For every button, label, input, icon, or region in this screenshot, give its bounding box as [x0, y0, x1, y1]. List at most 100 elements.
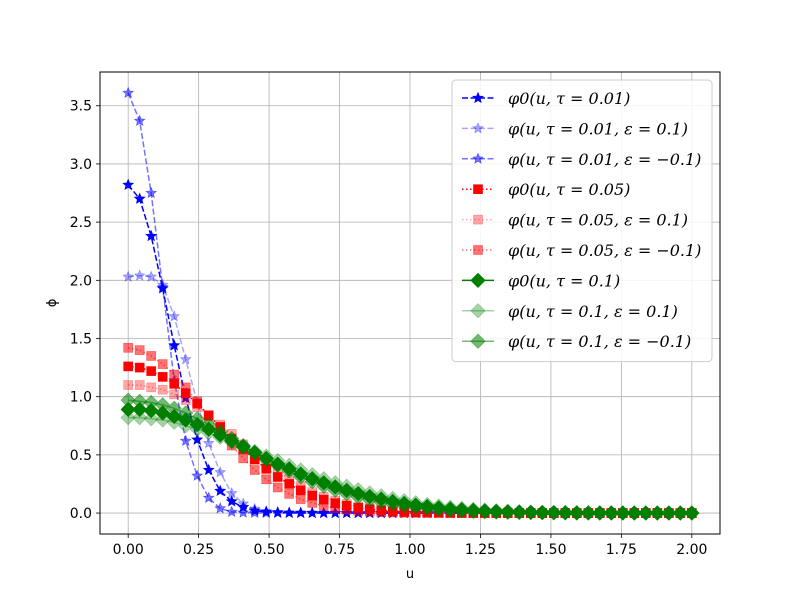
data-point: [133, 114, 146, 126]
legend-label: φ(u, τ = 0.01, ε = 0.1): [508, 119, 688, 138]
data-point: [123, 380, 133, 390]
data-point: [146, 382, 156, 393]
y-tick-label: 1.0: [70, 390, 92, 406]
data-point: [316, 478, 332, 494]
data-point: [615, 505, 631, 521]
data-point: [271, 506, 284, 519]
data-point: [385, 496, 401, 512]
legend-label: φ0(u, τ = 0.1): [508, 271, 620, 290]
data-point: [270, 457, 286, 473]
data-point: [284, 489, 295, 499]
x-tick-label: 1.75: [606, 542, 637, 558]
data-point: [169, 379, 180, 389]
data-point: [178, 418, 194, 434]
data-point: [189, 421, 205, 437]
data-point: [306, 506, 319, 519]
data-point: [258, 451, 274, 468]
data-point: [169, 389, 180, 400]
x-tick-label: 1.50: [535, 542, 566, 558]
data-point: [157, 384, 168, 395]
data-point: [523, 505, 539, 521]
data-point: [157, 359, 168, 369]
legend-label: φ(u, τ = 0.05, ε = 0.1): [508, 211, 688, 230]
data-point: [191, 433, 204, 445]
data-point: [362, 492, 378, 508]
data-point: [122, 270, 135, 282]
data-point: [283, 506, 296, 519]
data-point: [626, 505, 642, 521]
data-point: [123, 361, 133, 372]
data-point: [132, 410, 148, 426]
legend-label: φ0(u, τ = 0.05): [508, 180, 630, 199]
data-point: [143, 394, 159, 411]
data-point: [672, 505, 688, 521]
data-point: [179, 353, 192, 365]
y-tick-label: 2.5: [70, 215, 92, 231]
data-point: [373, 494, 389, 510]
data-point: [133, 192, 146, 204]
data-point: [166, 400, 182, 416]
data-point: [260, 506, 273, 519]
data-point: [214, 466, 227, 478]
y-tick-label: 3.0: [70, 157, 92, 173]
data-point: [477, 504, 493, 520]
data-point: [661, 505, 677, 521]
data-point: [143, 411, 159, 427]
legend-marker: [473, 214, 483, 225]
data-point: [442, 502, 458, 518]
data-point: [134, 362, 145, 373]
data-point: [132, 393, 148, 409]
data-point: [304, 474, 320, 490]
data-point: [281, 463, 297, 479]
ticks: 0.00 0.25 0.50 0.75 1.00 1.25 1.50 1.75 2.00 0.0 0…: [70, 99, 708, 558]
legend-label: φ0(u, τ = 0.01): [508, 89, 630, 108]
data-point: [419, 500, 435, 517]
data-point: [191, 469, 204, 481]
series-8: [120, 392, 700, 521]
y-tick-label: 0.0: [70, 506, 92, 522]
data-point: [638, 505, 654, 521]
legend-marker: [472, 122, 484, 134]
data-point: [155, 412, 171, 428]
data-point: [364, 506, 375, 517]
legend-marker: [470, 303, 486, 319]
data-point: [261, 474, 272, 485]
data-point: [225, 486, 238, 499]
data-point: [431, 501, 447, 518]
data-point: [247, 444, 263, 461]
data-point: [248, 506, 261, 519]
x-tick-label: 1.25: [465, 542, 496, 558]
y-tick-label: 3.5: [70, 99, 92, 115]
data-point: [488, 504, 504, 520]
data-point: [339, 486, 355, 502]
x-tick-label: 2.00: [676, 542, 707, 558]
data-point: [237, 506, 250, 518]
data-point: [201, 425, 217, 441]
data-point: [134, 380, 145, 390]
data-point: [122, 178, 135, 190]
data-point: [169, 369, 180, 380]
data-point: [156, 281, 169, 293]
data-point: [293, 469, 309, 485]
data-point: [146, 366, 156, 376]
data-point: [649, 505, 665, 521]
data-point: [178, 405, 194, 421]
data-point: [120, 392, 136, 408]
data-point: [132, 401, 148, 418]
data-point: [546, 505, 562, 521]
data-point: [284, 479, 295, 489]
data-point: [145, 270, 158, 282]
data-point: [235, 437, 251, 454]
x-tick-label: 1.00: [394, 542, 425, 558]
data-point: [318, 501, 329, 511]
x-tick-label: 0.00: [113, 542, 144, 558]
data-point: [237, 497, 250, 509]
data-point: [224, 430, 240, 447]
data-point: [350, 489, 366, 505]
data-point: [157, 372, 168, 382]
legend-marker: [472, 91, 484, 104]
data-point: [189, 411, 205, 427]
data-point: [330, 503, 341, 513]
data-point: [168, 310, 181, 322]
data-point: [145, 186, 158, 199]
